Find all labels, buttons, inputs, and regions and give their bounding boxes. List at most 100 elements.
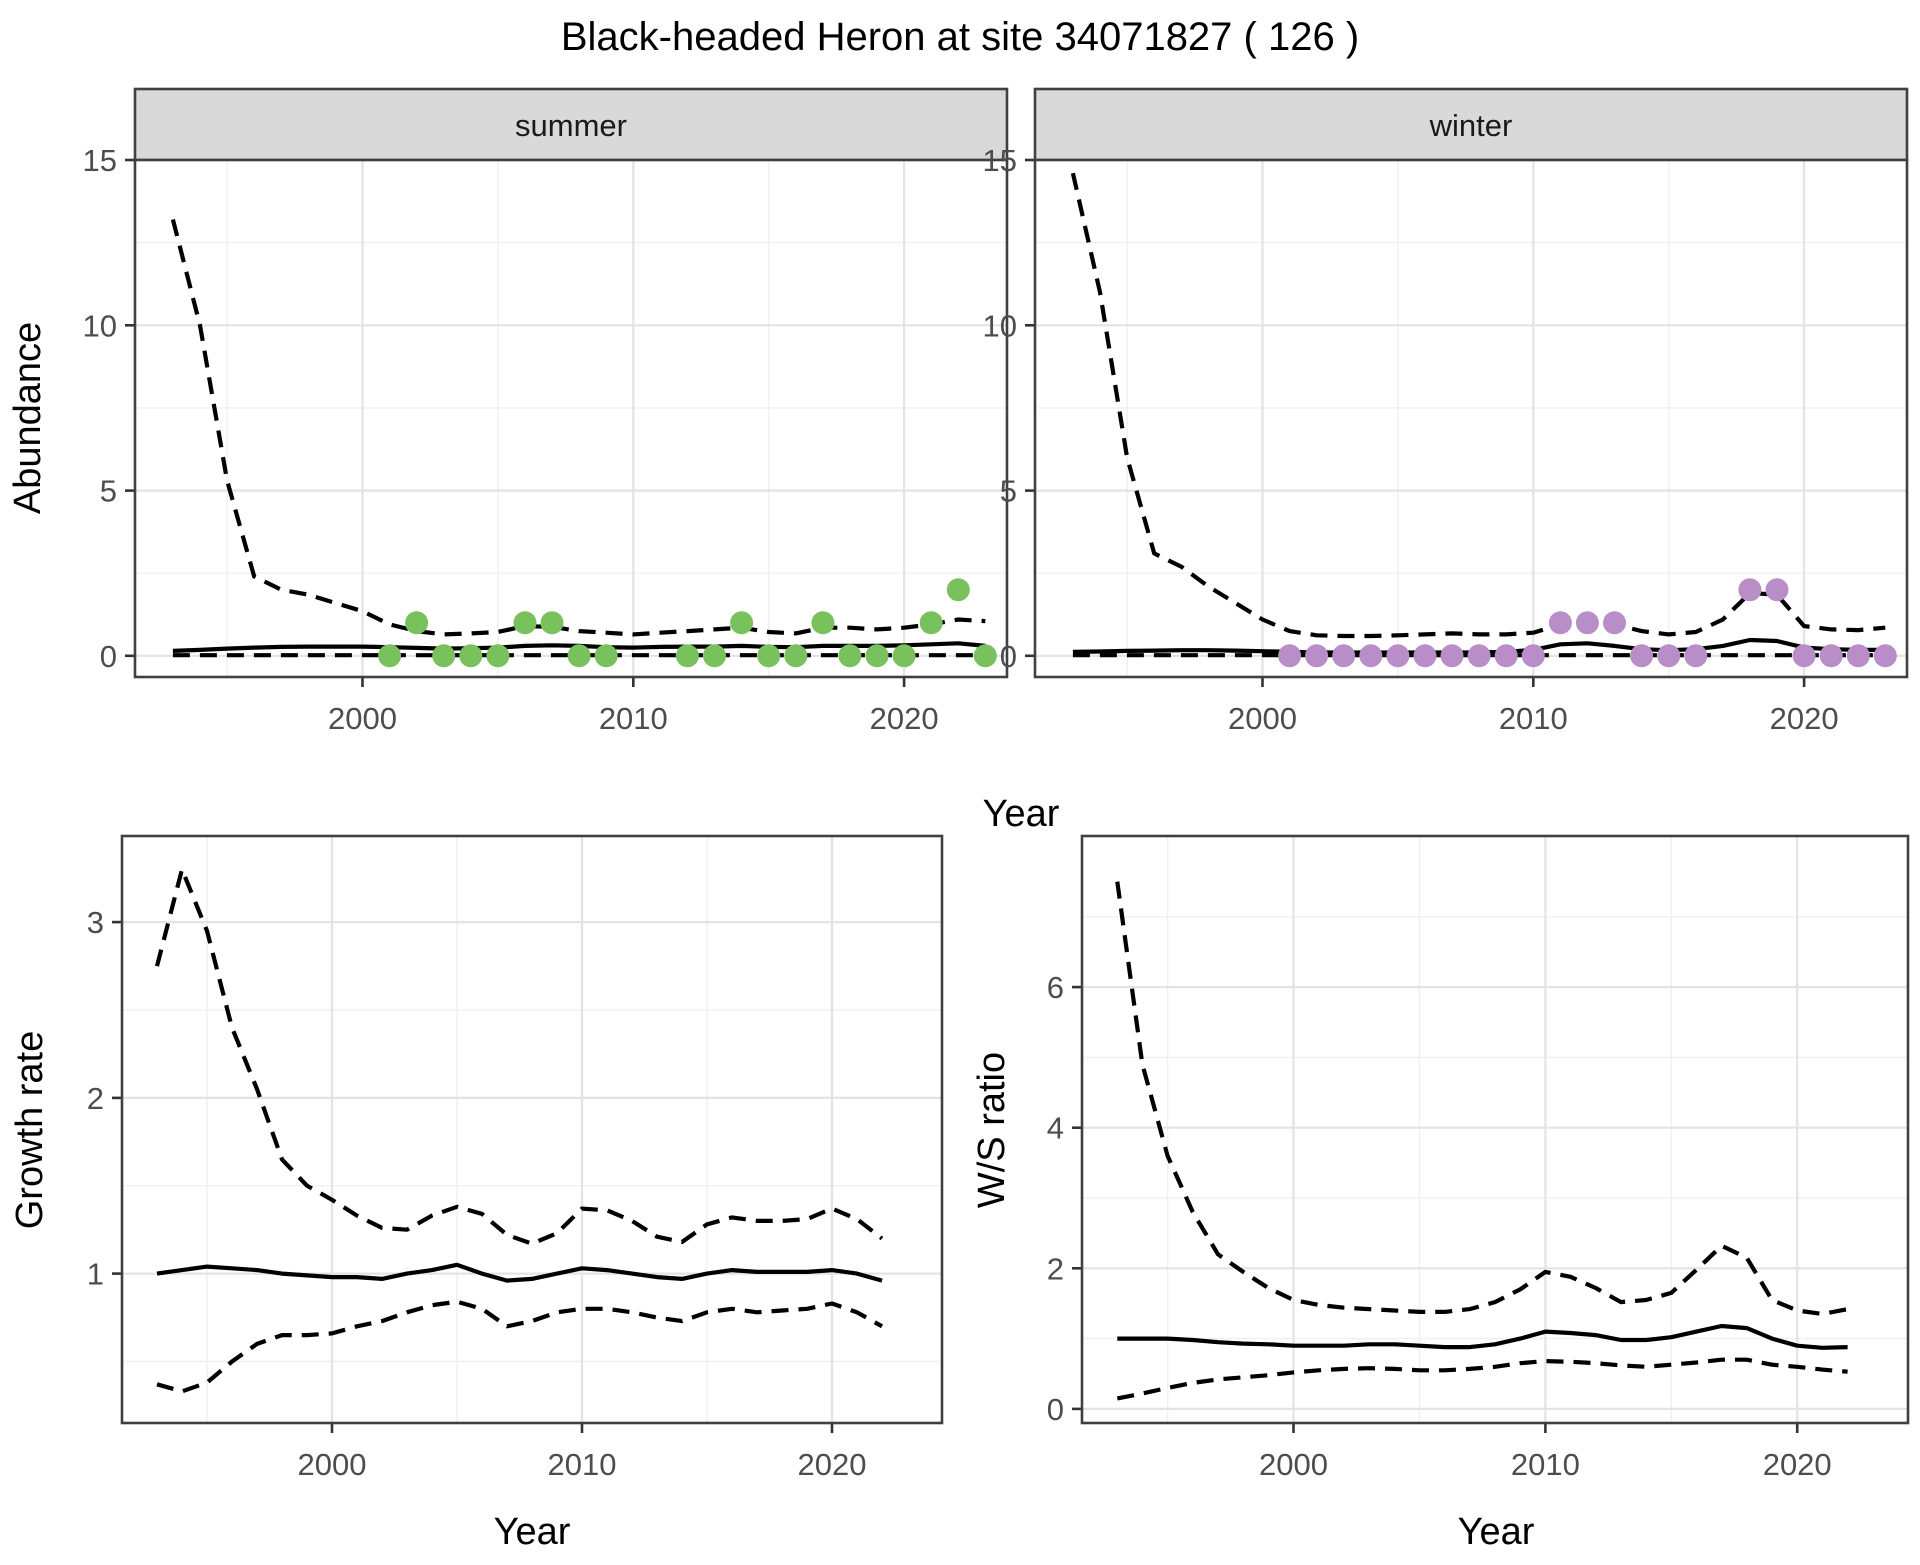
panel-abundance-winter: 2000 2010 2020 0 5 10 15 <box>983 143 1909 736</box>
panel-border <box>1080 834 1910 1425</box>
data-point-observed_counts_summer <box>594 644 618 668</box>
y-tick-label: 10 <box>83 308 117 343</box>
data-point-observed_counts_summer <box>675 644 699 668</box>
data-point-observed_counts_winter <box>1819 644 1843 668</box>
y-tick-label: 2 <box>1047 1251 1064 1286</box>
x-tick-label: 2000 <box>1259 1447 1328 1482</box>
data-point-observed_counts_winter <box>1413 644 1437 668</box>
series-upper_ci <box>1115 881 1849 1317</box>
y-tick-label: 5 <box>1000 474 1017 509</box>
y-axis-title-abundance: Abundance <box>7 322 49 514</box>
x-tick-label: 2010 <box>599 701 668 736</box>
panel-border <box>1033 158 1909 679</box>
x-tick-label: 2020 <box>1770 701 1839 736</box>
y-tick-label: 3 <box>87 905 104 940</box>
y-tick-label: 6 <box>1047 970 1064 1005</box>
data-point-observed_counts_winter <box>1494 644 1518 668</box>
panel-background <box>1035 160 1907 677</box>
data-point-observed_counts_summer <box>405 611 429 635</box>
data-point-observed_counts_summer <box>865 644 889 668</box>
panel-background <box>135 160 1007 677</box>
panel-ws-ratio: 2000 2010 2020 0 2 4 6 <box>1047 834 1910 1482</box>
series-lower_ci <box>1116 1357 1848 1401</box>
facet-strip-summer-label: summer <box>515 108 627 143</box>
panel-abundance-summer: 2000 2010 2020 0 5 10 15 <box>83 143 1009 736</box>
data-point-observed_counts_summer <box>459 644 483 668</box>
data-point-observed_counts_winter <box>1657 644 1681 668</box>
series-lower_ci <box>156 1299 884 1394</box>
data-point-observed_counts_summer <box>703 644 726 668</box>
series-upper_ci <box>170 218 986 637</box>
panel-background <box>1082 836 1908 1423</box>
data-point-observed_counts_winter <box>1521 644 1545 668</box>
data-point-observed_counts_winter <box>1467 644 1491 668</box>
data-point-observed_counts_winter <box>1873 644 1897 668</box>
x-axis-title-year-bottom-left: Year <box>494 1511 571 1553</box>
x-axis-title-year-bottom-right: Year <box>1458 1511 1535 1553</box>
data-point-observed_counts_summer <box>730 611 754 635</box>
data-point-observed_counts_summer <box>540 611 564 635</box>
data-point-observed_counts_winter <box>1792 644 1816 668</box>
y-tick-label: 4 <box>1047 1111 1064 1146</box>
y-tick-label: 15 <box>83 143 117 178</box>
data-point-observed_counts_summer <box>378 644 402 668</box>
series-median <box>1117 1323 1848 1350</box>
data-point-observed_counts_winter <box>1738 578 1762 602</box>
data-point-observed_counts_summer <box>432 644 456 668</box>
y-tick-label: 5 <box>100 474 117 509</box>
data-point-observed_counts_summer <box>567 644 591 668</box>
data-point-observed_counts_winter <box>1440 644 1464 668</box>
y-tick-label: 10 <box>983 308 1017 343</box>
x-tick-label: 2000 <box>1228 701 1297 736</box>
facet-strip-winter: winter <box>1033 87 1909 162</box>
data-point-observed_counts_winter <box>1548 611 1572 635</box>
data-point-observed_counts_winter <box>1575 611 1599 635</box>
data-point-observed_counts_winter <box>1765 578 1789 602</box>
panel-border <box>120 834 944 1425</box>
x-tick-label: 2020 <box>798 1447 867 1482</box>
panel-growth-rate: 2000 2010 2020 1 2 3 <box>87 834 944 1482</box>
data-point-observed_counts_summer <box>892 644 916 668</box>
y-tick-label: 2 <box>87 1081 104 1116</box>
x-tick-label: 2010 <box>1511 1447 1580 1482</box>
y-tick-label: 0 <box>1047 1392 1064 1427</box>
x-tick-label: 2000 <box>298 1447 367 1482</box>
data-point-observed_counts_winter <box>1846 644 1870 668</box>
y-tick-label: 1 <box>87 1257 104 1292</box>
data-point-observed_counts_summer <box>973 644 997 668</box>
x-tick-label: 2020 <box>870 701 939 736</box>
series-upper_ci <box>154 867 884 1246</box>
data-point-observed_counts_winter <box>1305 644 1329 668</box>
x-tick-label: 2010 <box>548 1447 617 1482</box>
data-point-observed_counts_winter <box>1630 644 1654 668</box>
y-tick-label: 15 <box>983 143 1017 178</box>
facet-strip-summer-bg <box>133 87 1009 162</box>
data-point-observed_counts_winter <box>1278 644 1302 668</box>
data-point-observed_counts_summer <box>919 611 943 635</box>
facet-strip-winter-label: winter <box>1429 108 1513 143</box>
y-tick-label: 0 <box>100 639 117 674</box>
series-upper_ci <box>1070 172 1886 639</box>
data-point-observed_counts_summer <box>811 611 835 635</box>
series-median <box>156 1262 883 1283</box>
data-point-observed_counts_summer <box>513 611 537 635</box>
y-axis-title-growth-rate: Growth rate <box>9 1031 51 1230</box>
data-point-observed_counts_winter <box>1684 644 1708 668</box>
data-point-observed_counts_summer <box>946 578 970 602</box>
data-point-observed_counts_summer <box>757 644 781 668</box>
x-tick-label: 2000 <box>328 701 397 736</box>
y-tick-label: 0 <box>1000 639 1017 674</box>
x-tick-label: 2010 <box>1499 701 1568 736</box>
data-point-observed_counts_winter <box>1386 644 1410 668</box>
facet-strip-summer: summer <box>133 87 1009 162</box>
data-point-observed_counts_summer <box>838 644 862 668</box>
data-point-observed_counts_winter <box>1603 611 1626 635</box>
data-point-observed_counts_summer <box>486 644 510 668</box>
panel-background <box>122 836 942 1423</box>
data-point-observed_counts_winter <box>1359 644 1383 668</box>
facet-strip-winter-bg <box>1033 87 1909 162</box>
figure-title: Black-headed Heron at site 34071827 ( 12… <box>561 15 1359 59</box>
data-point-observed_counts_summer <box>784 644 808 668</box>
